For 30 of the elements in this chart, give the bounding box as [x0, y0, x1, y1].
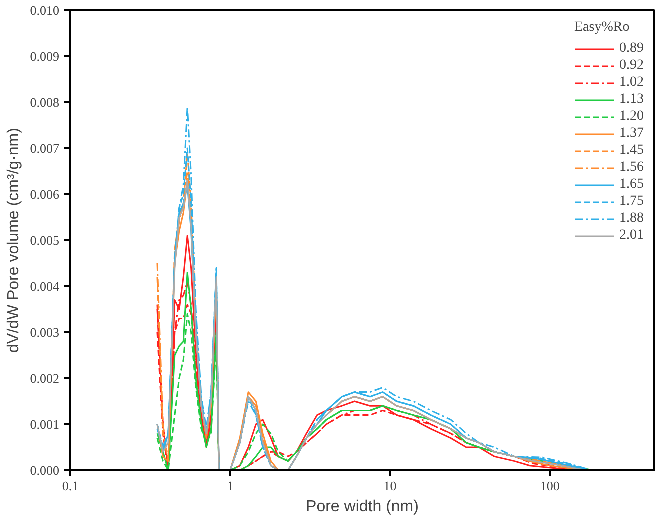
legend-label: 1.65	[620, 177, 644, 193]
y-tick-label: 0.009	[30, 49, 60, 64]
legend-label: 1.75	[620, 194, 644, 210]
x-tick-label: 1	[227, 478, 234, 494]
y-tick-label: 0.004	[30, 279, 60, 294]
legend-label: 2.01	[620, 228, 644, 244]
legend-label: 0.92	[620, 58, 644, 74]
y-axis-title: dV/dW Pore volume (cm³/g·nm)	[5, 128, 22, 353]
y-tick-label: 0.001	[30, 417, 60, 432]
x-axis-title: Pore width (nm)	[306, 498, 419, 516]
y-tick-label: 0.006	[30, 187, 60, 202]
x-tick-label: 0.1	[62, 478, 79, 494]
y-tick-label: 0.005	[30, 233, 60, 248]
legend-label: 1.37	[620, 126, 644, 142]
legend-label: 1.20	[620, 109, 644, 125]
legend-label: 1.45	[620, 143, 644, 159]
y-tick-label: 0.008	[30, 95, 60, 110]
legend-label: 1.02	[620, 75, 644, 91]
legend-label: 0.89	[620, 41, 644, 57]
legend-label: 1.56	[620, 160, 644, 176]
legend-title: Easy%Ro	[574, 20, 631, 36]
x-tick-label: 10	[384, 478, 397, 494]
y-tick-label: 0.000	[30, 463, 60, 478]
y-tick-label: 0.002	[30, 371, 60, 386]
legend-label: 1.13	[620, 92, 644, 108]
y-tick-label: 0.003	[30, 325, 60, 340]
legend-label: 1.88	[620, 211, 644, 227]
x-tick-label: 100	[540, 478, 560, 494]
y-tick-label: 0.007	[30, 141, 60, 156]
y-tick-label: 0.010	[30, 3, 60, 18]
